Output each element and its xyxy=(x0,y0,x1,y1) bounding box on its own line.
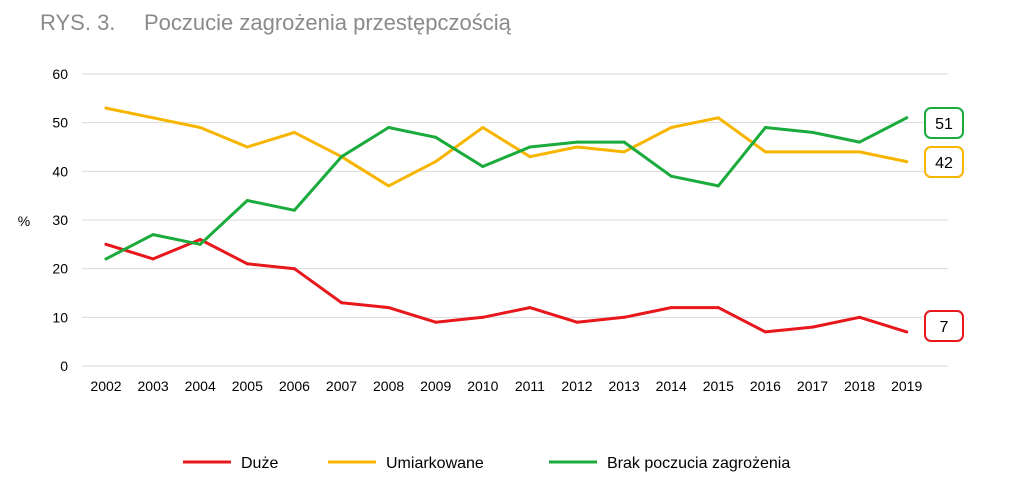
figure-title: Poczucie zagrożenia przestępczością xyxy=(144,10,511,35)
data-point xyxy=(245,262,249,266)
x-tick-label: 2017 xyxy=(797,378,828,394)
x-tick-label: 2014 xyxy=(656,378,687,394)
y-tick-label: 40 xyxy=(52,163,68,179)
x-tick-label: 2018 xyxy=(844,378,875,394)
data-point xyxy=(292,130,296,134)
data-point xyxy=(622,150,626,154)
y-tick-label: 0 xyxy=(60,358,68,374)
legend-label: Umiarkowane xyxy=(386,455,484,472)
data-point xyxy=(481,164,485,168)
x-tick-label: 2019 xyxy=(891,378,922,394)
data-point xyxy=(198,126,202,130)
data-point xyxy=(858,150,862,154)
data-point xyxy=(575,140,579,144)
series-line-1 xyxy=(104,106,909,188)
end-label-box xyxy=(924,310,964,342)
data-point xyxy=(340,301,343,305)
chart-title: RYS. 3. Poczucie zagrożenia przestępczośc… xyxy=(40,10,511,36)
data-point xyxy=(151,233,155,237)
data-point xyxy=(905,330,909,334)
x-tick-label: 2006 xyxy=(279,378,310,394)
x-tick-label: 2004 xyxy=(185,378,216,394)
data-point xyxy=(104,257,108,261)
figure-number: RYS. 3. xyxy=(40,10,116,35)
data-point xyxy=(858,315,862,319)
data-point xyxy=(811,325,814,329)
y-tick-label: 50 xyxy=(52,115,68,131)
data-point xyxy=(716,184,720,188)
x-tick-label: 2015 xyxy=(703,378,734,394)
y-tick-label: 30 xyxy=(52,212,68,228)
data-point xyxy=(292,267,296,271)
data-point xyxy=(811,130,814,134)
y-tick-label: 10 xyxy=(52,309,68,325)
x-tick-label: 2002 xyxy=(90,378,121,394)
data-point xyxy=(669,174,673,178)
data-point xyxy=(151,116,155,120)
end-label-box xyxy=(924,146,964,178)
x-tick-label: 2013 xyxy=(609,378,640,394)
data-point xyxy=(575,145,579,149)
y-axis-label: % xyxy=(18,213,30,229)
data-point xyxy=(905,160,909,164)
data-point xyxy=(481,126,485,130)
data-point xyxy=(528,155,532,159)
y-tick-label: 20 xyxy=(52,261,68,277)
data-point xyxy=(387,126,391,130)
data-point xyxy=(528,145,532,149)
x-tick-label: 2008 xyxy=(373,378,404,394)
end-label-value: 51 xyxy=(935,116,953,133)
data-point xyxy=(387,306,391,310)
data-point xyxy=(481,315,485,319)
x-tick-label: 2003 xyxy=(138,378,169,394)
data-point xyxy=(434,135,438,139)
data-point xyxy=(198,237,202,241)
legend-label: Duże xyxy=(241,455,278,472)
x-tick-label: 2011 xyxy=(515,378,545,394)
x-tick-label: 2010 xyxy=(467,378,498,394)
end-label-box xyxy=(924,107,964,139)
x-tick-label: 2005 xyxy=(232,378,263,394)
data-point xyxy=(151,257,155,261)
data-point xyxy=(716,306,720,310)
data-point xyxy=(245,145,249,149)
data-point xyxy=(292,208,296,212)
data-point xyxy=(811,150,814,154)
data-point xyxy=(198,242,202,246)
x-tick-label: 2009 xyxy=(420,378,451,394)
data-point xyxy=(763,126,767,130)
data-point xyxy=(575,320,579,324)
x-tick-label: 2007 xyxy=(326,378,357,394)
data-point xyxy=(763,150,767,154)
data-point xyxy=(905,116,909,120)
data-point xyxy=(104,242,108,246)
data-point xyxy=(104,106,108,110)
data-point xyxy=(434,320,438,324)
data-point xyxy=(340,155,343,159)
data-point xyxy=(622,315,626,319)
legend-label: Brak poczucia zagrożenia xyxy=(607,455,790,472)
data-point xyxy=(669,306,673,310)
data-point xyxy=(763,330,767,334)
data-point xyxy=(622,140,626,144)
data-point xyxy=(716,116,720,120)
data-point xyxy=(669,126,673,130)
data-point xyxy=(528,306,532,310)
data-point xyxy=(245,199,249,203)
x-tick-label: 2012 xyxy=(561,378,592,394)
end-label-value: 7 xyxy=(940,319,949,336)
data-point xyxy=(858,140,862,144)
series-line-0 xyxy=(104,238,909,334)
x-tick-label: 2016 xyxy=(750,378,781,394)
end-label-value: 42 xyxy=(935,155,953,172)
data-point xyxy=(434,160,438,164)
series-line-2 xyxy=(104,116,909,261)
data-point xyxy=(387,184,391,188)
y-tick-label: 60 xyxy=(52,66,68,82)
